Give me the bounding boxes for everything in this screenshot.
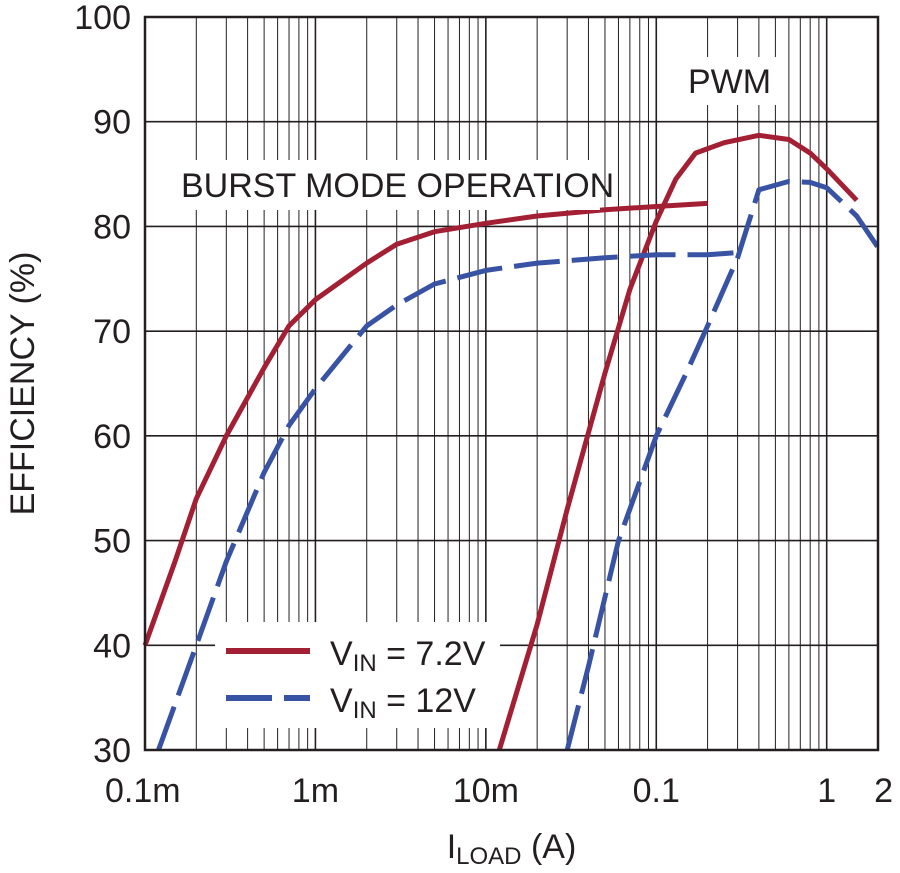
- x-axis-label-sub: LOAD: [456, 843, 521, 870]
- y-axis-label: EFFICIENCY (%): [4, 252, 42, 516]
- legend-background: [215, 622, 500, 728]
- y-tick-label: 90: [93, 104, 131, 142]
- annotation-pwm-background: [682, 57, 782, 105]
- series-lines: [142, 132, 881, 751]
- plot-frame: [143, 15, 880, 752]
- y-tick-label: 70: [93, 313, 131, 351]
- series-line-vin-7-2v-pwm: [496, 132, 859, 751]
- x-axis-label: ILOAD (A): [447, 828, 577, 870]
- x-tick-label: 0.1: [633, 772, 680, 810]
- y-tick-label: 100: [74, 0, 131, 37]
- annotation-burst-mode: BURST MODE OPERATION: [181, 167, 614, 205]
- annotation-pwm: PWM: [688, 63, 771, 101]
- x-tick-label: 1: [817, 772, 836, 810]
- series-line-vin-12v-burst: [156, 250, 738, 751]
- annotation-burst-background: [174, 160, 600, 210]
- y-tick-label: 60: [93, 418, 131, 456]
- y-tick-label: 30: [93, 732, 131, 770]
- y-tick-label: 40: [93, 627, 131, 665]
- x-tick-label: 0.1m: [105, 772, 181, 810]
- legend-label-vin-7-2v: VIN = 7.2V: [330, 635, 486, 677]
- series-line-vin-7-2v-burst: [142, 200, 708, 647]
- series-line-vin-12v-pwm: [564, 178, 881, 751]
- x-tick-labels: 0.1m 1m 10m 0.1 1 2: [105, 772, 893, 810]
- y-tick-label: 50: [93, 523, 131, 561]
- x-tick-label: 1m: [292, 772, 339, 810]
- y-tick-label: 80: [93, 208, 131, 246]
- legend-label-vin-12v: VIN = 12V: [330, 682, 476, 724]
- x-tick-label: 2: [874, 772, 893, 810]
- x-tick-label: 10m: [453, 772, 519, 810]
- legend: VIN = 7.2V VIN = 12V: [215, 622, 500, 728]
- x-axis-label-main: I: [447, 828, 456, 866]
- y-tick-labels: 30 40 50 60 70 80 90 100: [74, 0, 131, 770]
- x-axis-label-unit: (A): [522, 828, 577, 866]
